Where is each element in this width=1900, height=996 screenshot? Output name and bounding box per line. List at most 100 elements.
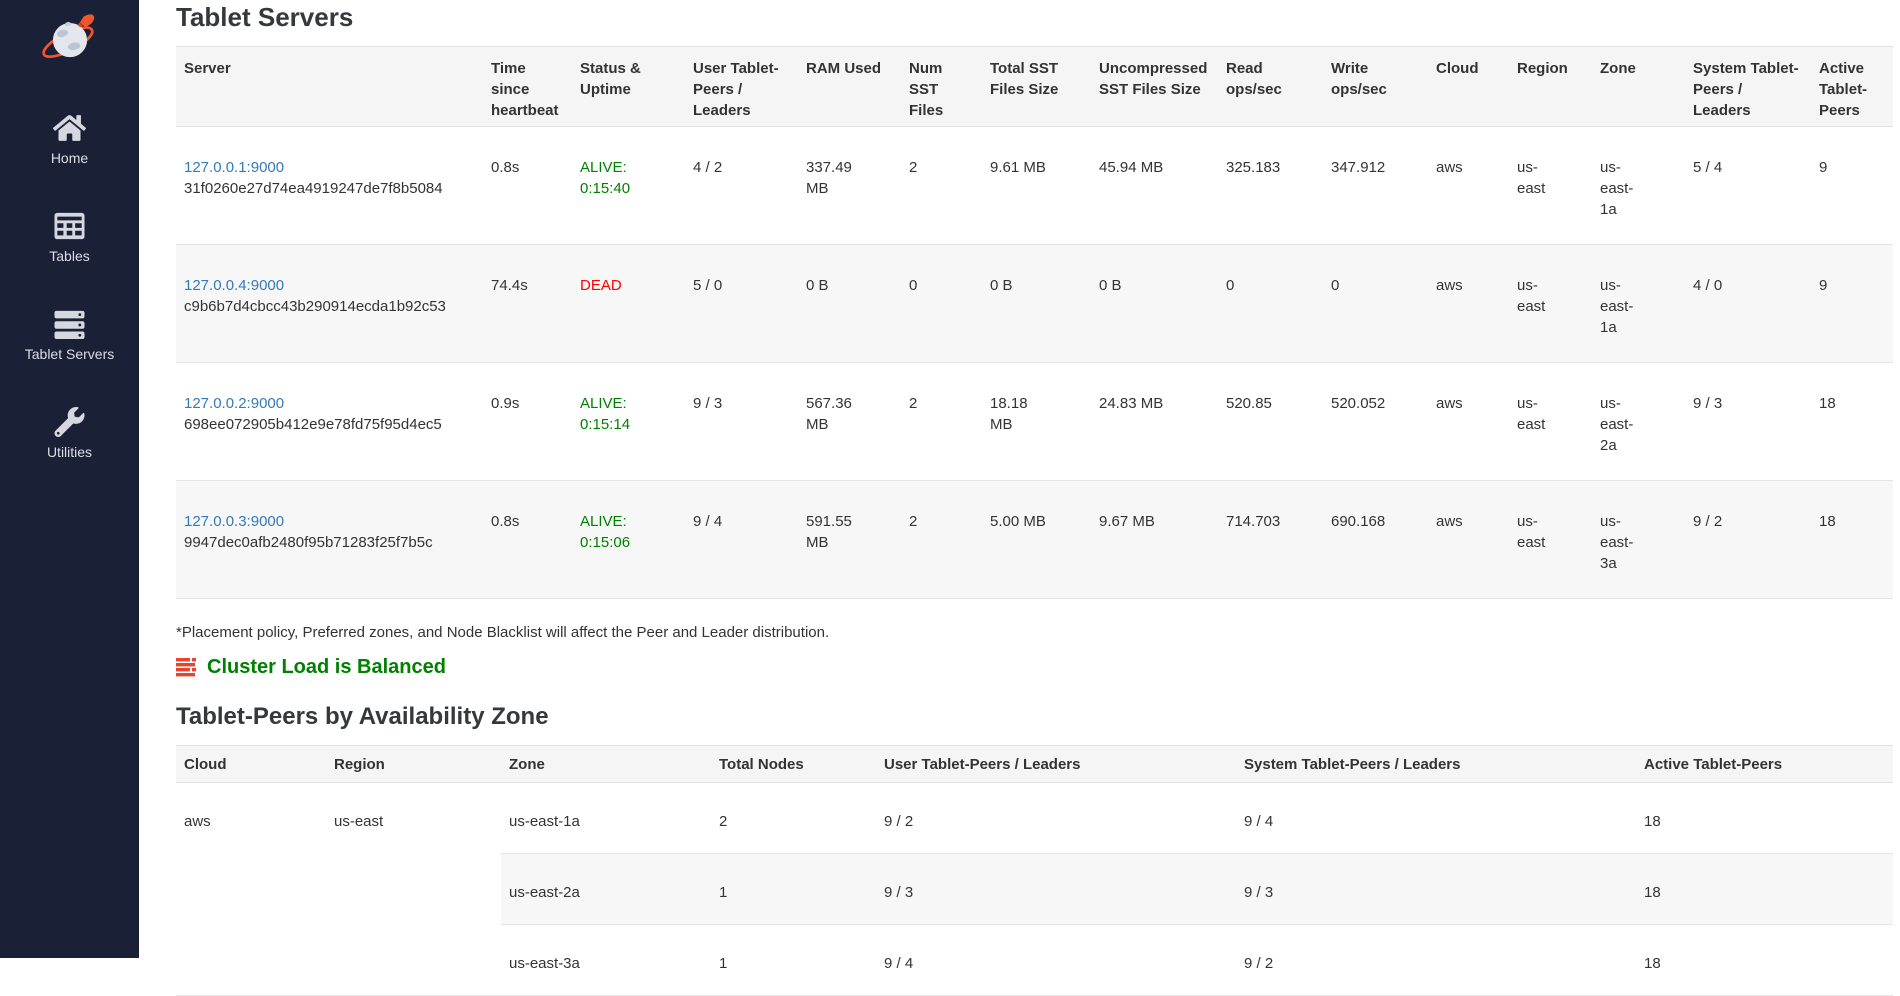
az-section-title: Tablet-Peers by Availability Zone xyxy=(176,703,549,730)
system-peers-cell: 5 / 4 xyxy=(1685,126,1811,245)
read-ops-cell: 520.85 xyxy=(1218,362,1323,481)
server-status: ALIVE: xyxy=(580,513,627,530)
status-cell: ALIVE: 0:15:40 xyxy=(572,126,685,245)
servers-header-row: Server Time since heartbeat Status & Uptim… xyxy=(176,46,1893,127)
cloud-cell: aws xyxy=(1428,126,1509,245)
status-cell: ALIVE: 0:15:06 xyxy=(572,480,685,599)
az-active-peers-cell: 18 xyxy=(1636,924,1893,996)
server-cell: 127.0.0.3:9000 9947dec0afb2480f95b71283f2… xyxy=(176,480,483,599)
server-address-link[interactable]: 127.0.0.2:9000 xyxy=(184,395,285,412)
total-sst-cell: 18.18 MB xyxy=(982,362,1091,481)
uncompressed-sst-cell: 0 B xyxy=(1091,244,1218,363)
column-header: Active Tablet-Peers xyxy=(1811,46,1893,127)
column-header: System Tablet-Peers / Leaders xyxy=(1685,46,1811,127)
server-uuid: 9947dec0afb2480f95b71283f25f7b5c xyxy=(184,534,433,551)
heartbeat-cell: 0.8s xyxy=(483,126,572,245)
sidebar-item-label: Home xyxy=(50,150,89,166)
sidebar-item-label: Utilities xyxy=(46,444,93,460)
server-address-link[interactable]: 127.0.0.4:9000 xyxy=(184,277,285,294)
num-sst-cell: 2 xyxy=(901,126,982,245)
region-cell: us-east xyxy=(1509,244,1592,363)
heartbeat-cell: 0.9s xyxy=(483,362,572,481)
az-zone-cell: us-east-3a xyxy=(501,924,711,996)
sidebar-item-home[interactable]: Home xyxy=(0,113,139,167)
active-peers-cell: 9 xyxy=(1811,126,1893,245)
server-address-link[interactable]: 127.0.0.3:9000 xyxy=(184,513,285,530)
server-status: ALIVE: xyxy=(580,395,627,412)
column-header: Cloud xyxy=(1428,46,1509,127)
user-peers-cell: 4 / 2 xyxy=(685,126,798,245)
read-ops-cell: 714.703 xyxy=(1218,480,1323,599)
uncompressed-sst-cell: 24.83 MB xyxy=(1091,362,1218,481)
ram-cell: 337.49 MB xyxy=(798,126,901,245)
uncompressed-sst-cell: 9.67 MB xyxy=(1091,480,1218,599)
column-header: Time since heartbeat xyxy=(483,46,572,127)
column-header: User Tablet-Peers / Leaders xyxy=(876,745,1236,783)
heartbeat-cell: 0.8s xyxy=(483,480,572,599)
server-address-link[interactable]: 127.0.0.1:9000 xyxy=(184,159,285,176)
cloud-cell: aws xyxy=(1428,480,1509,599)
server-uptime: 0:15:40 xyxy=(580,180,631,197)
status-cell: DEAD xyxy=(572,244,685,363)
az-zone-cell: us-east-1a xyxy=(501,782,711,854)
sidebar-nav: Home Tables Tablet Servers Utilities xyxy=(0,113,139,461)
total-sst-cell: 9.61 MB xyxy=(982,126,1091,245)
cloud-cell: aws xyxy=(1428,362,1509,481)
column-header: Region xyxy=(326,745,501,783)
az-active-peers-cell: 18 xyxy=(1636,853,1893,925)
column-header: Active Tablet-Peers xyxy=(1636,745,1893,783)
az-system-peers-cell: 9 / 3 xyxy=(1236,853,1636,925)
az-user-peers-cell: 9 / 3 xyxy=(876,853,1236,925)
sidebar-item-label: Tablet Servers xyxy=(24,346,115,362)
server-status: ALIVE: xyxy=(580,159,627,176)
tables-icon xyxy=(53,212,86,245)
column-header: Cloud xyxy=(176,745,326,783)
server-row: 127.0.0.1:9000 31f0260e27d74ea4919247de7f… xyxy=(176,126,1893,245)
sidebar-item-tablet-servers[interactable]: Tablet Servers xyxy=(0,309,139,363)
server-uptime: 0:15:06 xyxy=(580,534,631,551)
zone-cell: us-east-3a xyxy=(1592,480,1685,599)
yugabyte-logo[interactable] xyxy=(41,9,99,71)
ram-cell: 567.36 MB xyxy=(798,362,901,481)
sidebar-item-utilities[interactable]: Utilities xyxy=(0,407,139,461)
placement-footnote: *Placement policy, Preferred zones, and … xyxy=(176,624,830,641)
num-sst-cell: 2 xyxy=(901,480,982,599)
active-peers-cell: 18 xyxy=(1811,362,1893,481)
sidebar: Home Tables Tablet Servers Utilities xyxy=(0,0,139,958)
server-row: 127.0.0.2:9000 698ee072905b412e9e78fd75f9… xyxy=(176,362,1893,481)
total-sst-cell: 5.00 MB xyxy=(982,480,1091,599)
ram-cell: 591.55 MB xyxy=(798,480,901,599)
num-sst-cell: 2 xyxy=(901,362,982,481)
column-header: Uncompressed SST Files Size xyxy=(1091,46,1218,127)
column-header: Zone xyxy=(1592,46,1685,127)
az-system-peers-cell: 9 / 2 xyxy=(1236,924,1636,996)
column-header: Read ops/sec xyxy=(1218,46,1323,127)
heartbeat-cell: 74.4s xyxy=(483,244,572,363)
tablet-servers-icon xyxy=(53,310,86,343)
az-zone-cell: us-east-2a xyxy=(501,853,711,925)
ram-cell: 0 B xyxy=(798,244,901,363)
server-row: 127.0.0.4:9000 c9b6b7d4cbcc43b290914ecda1… xyxy=(176,244,1893,363)
system-peers-cell: 9 / 2 xyxy=(1685,480,1811,599)
column-header: Status & Uptime xyxy=(572,46,685,127)
read-ops-cell: 0 xyxy=(1218,244,1323,363)
server-cell: 127.0.0.4:9000 c9b6b7d4cbcc43b290914ecda1… xyxy=(176,244,483,363)
server-row: 127.0.0.3:9000 9947dec0afb2480f95b71283f2… xyxy=(176,480,1893,599)
status-cell: ALIVE: 0:15:14 xyxy=(572,362,685,481)
az-total-nodes-cell: 1 xyxy=(711,924,876,996)
active-peers-cell: 9 xyxy=(1811,244,1893,363)
sidebar-item-label: Tables xyxy=(49,248,90,264)
az-total-nodes-cell: 2 xyxy=(711,782,876,854)
region-cell: us-east xyxy=(1509,126,1592,245)
page-title: Tablet Servers xyxy=(176,2,354,32)
az-user-peers-cell: 9 / 2 xyxy=(876,782,1236,854)
utilities-icon xyxy=(53,407,86,441)
column-header: Region xyxy=(1509,46,1592,127)
home-icon xyxy=(52,115,87,147)
az-distribution-table: Cloud Region Zone Total Nodes User Tablet-Pe… xyxy=(176,745,1893,996)
region-cell: us-east xyxy=(1509,362,1592,481)
tablet-servers-table: Server Time since heartbeat Status & Uptim… xyxy=(176,46,1893,599)
sidebar-item-tables[interactable]: Tables xyxy=(0,211,139,265)
server-cell: 127.0.0.2:9000 698ee072905b412e9e78fd75f9… xyxy=(176,362,483,481)
